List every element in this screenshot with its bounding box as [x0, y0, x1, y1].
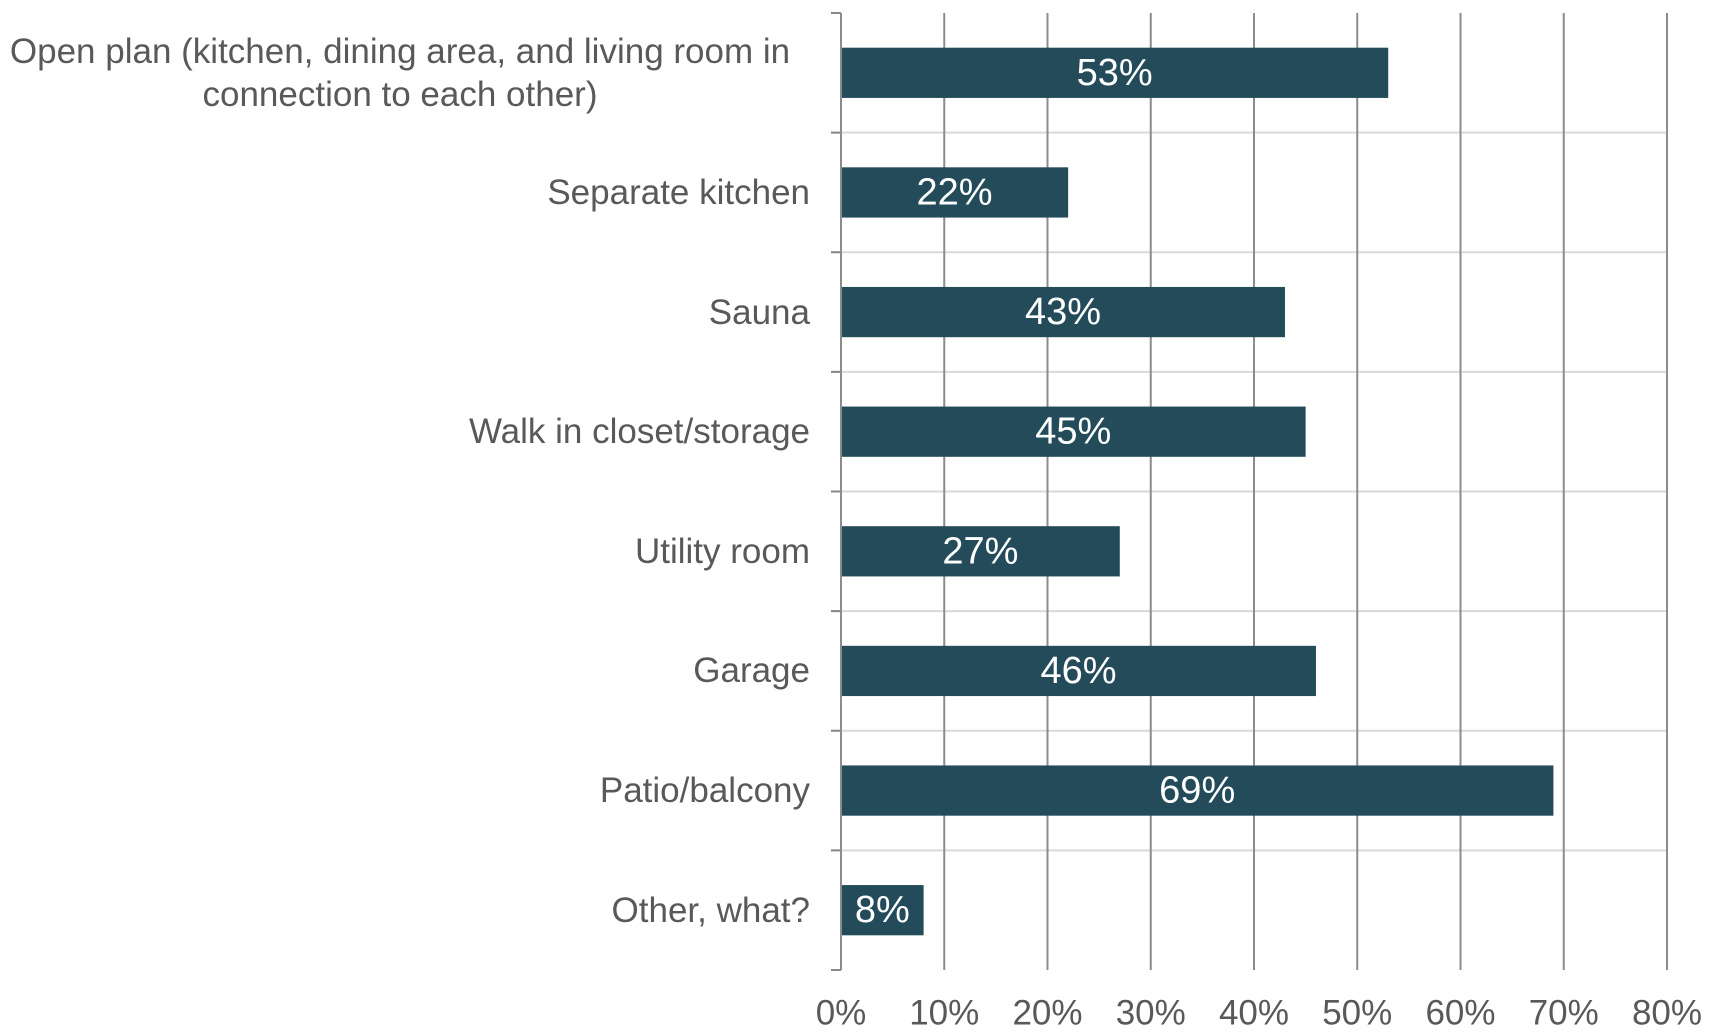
y-tick-label: Sauna — [708, 292, 810, 332]
bar — [841, 645, 1316, 697]
x-tick-label: 70% — [1529, 993, 1599, 1032]
value-label: 22% — [917, 171, 993, 213]
x-tick-label: 10% — [909, 993, 979, 1032]
y-tick-label-box: Other, what? — [0, 850, 810, 970]
y-tick-label: Separate kitchen — [547, 172, 810, 212]
bar — [841, 885, 924, 936]
x-tick-label: 20% — [1012, 993, 1082, 1032]
x-tick-label: 0% — [816, 993, 867, 1032]
value-label: 43% — [1025, 291, 1101, 333]
value-label: 45% — [1035, 411, 1111, 453]
y-tick-label-box: Utility room — [0, 492, 810, 612]
value-label: 27% — [942, 530, 1018, 572]
x-tick-label: 50% — [1322, 993, 1392, 1032]
value-label: 46% — [1040, 650, 1116, 692]
y-tick-label: Walk in closet/storage — [468, 412, 810, 452]
y-tick-label-box: Separate kitchen — [0, 133, 810, 253]
y-tick-label: Open plan (kitchen, dining area, and liv… — [9, 31, 791, 114]
y-tick-label: Patio/balcony — [599, 771, 810, 811]
value-label: 69% — [1159, 770, 1235, 812]
y-tick-label-box: Walk in closet/storage — [0, 372, 810, 492]
bar — [841, 167, 1069, 218]
y-tick-label: Utility room — [634, 531, 810, 571]
x-tick-label: 60% — [1425, 993, 1495, 1032]
y-tick-label-box: Garage — [0, 611, 810, 731]
y-tick-label: Garage — [693, 651, 810, 691]
bar — [841, 47, 1389, 98]
value-label: 53% — [1077, 52, 1153, 94]
bar — [841, 286, 1285, 338]
bar — [841, 765, 1554, 816]
value-label: 8% — [855, 889, 910, 931]
y-tick-label-box: Patio/balcony — [0, 731, 810, 851]
bar — [841, 526, 1120, 577]
bar — [841, 406, 1306, 457]
y-tick-label-box: Sauna — [0, 252, 810, 372]
x-tick-label: 40% — [1219, 993, 1289, 1032]
y-tick-label-box: Open plan (kitchen, dining area, and liv… — [0, 13, 810, 133]
x-tick-label: 30% — [1116, 993, 1186, 1032]
x-tick-label: 80% — [1632, 993, 1702, 1032]
y-tick-label: Other, what? — [611, 890, 810, 930]
